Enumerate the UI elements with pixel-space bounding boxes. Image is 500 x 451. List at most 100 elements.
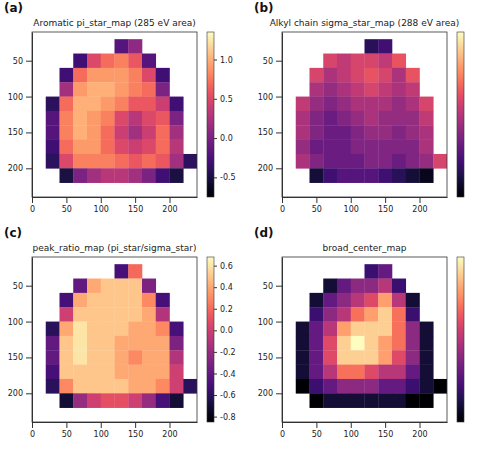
panel: 05010015020050100150200(b)Alkyl chain si… xyxy=(254,1,464,214)
tick-mark xyxy=(276,322,282,323)
cell xyxy=(87,350,101,365)
axis-line xyxy=(282,258,283,423)
tick-label: 50 xyxy=(13,282,23,291)
cell xyxy=(378,39,392,54)
cell xyxy=(73,365,87,380)
tick: 200 xyxy=(8,389,32,398)
cell xyxy=(351,125,365,140)
cell xyxy=(87,293,101,308)
cell xyxy=(115,54,129,69)
cell xyxy=(115,307,129,322)
tick-mark xyxy=(26,286,32,287)
cell xyxy=(406,293,420,308)
cell xyxy=(433,154,447,169)
tick: -0.6 xyxy=(214,391,236,400)
cell xyxy=(351,393,365,408)
cell xyxy=(337,111,351,126)
tick-label: -0.6 xyxy=(220,391,236,400)
tick-label: 0.2 xyxy=(220,305,233,314)
cell xyxy=(406,168,420,183)
cell xyxy=(323,307,337,322)
tick: 100 xyxy=(94,422,109,439)
cell xyxy=(351,82,365,97)
panel-title: Aromatic pi_star_map (285 eV area) xyxy=(33,18,195,28)
cell xyxy=(142,322,156,337)
y-axis: 50100150200 xyxy=(8,258,33,423)
cell xyxy=(365,111,379,126)
tick: 100 xyxy=(344,422,359,439)
tick-label: 0.5 xyxy=(220,95,233,104)
cell xyxy=(296,350,310,365)
tick-label: 150 xyxy=(8,353,23,362)
cell xyxy=(296,365,310,380)
cell xyxy=(128,68,142,83)
cell xyxy=(115,111,129,126)
tick: 50 xyxy=(263,282,282,291)
tick: 200 xyxy=(258,164,282,173)
cell xyxy=(170,140,184,155)
tick-label: 100 xyxy=(8,93,23,102)
tick-label: 0.4 xyxy=(220,283,233,292)
tick-label: 50 xyxy=(263,57,273,66)
cell xyxy=(101,140,115,155)
cell xyxy=(392,97,406,112)
tick-mark xyxy=(26,322,32,323)
cell xyxy=(87,393,101,408)
tick-label: 200 xyxy=(412,430,427,439)
tick-label: 150 xyxy=(258,128,273,137)
cell xyxy=(433,379,447,394)
tick-label: 0 xyxy=(280,430,285,439)
cell xyxy=(296,379,310,394)
cell xyxy=(323,154,337,169)
cell xyxy=(365,39,379,54)
tick-label: 200 xyxy=(8,389,23,398)
cell xyxy=(46,365,60,380)
cell xyxy=(392,111,406,126)
cell xyxy=(142,365,156,380)
cell xyxy=(323,68,337,83)
tick-label: 50 xyxy=(13,57,23,66)
tick: -0.4 xyxy=(214,370,236,379)
tick-mark xyxy=(276,286,282,287)
cell xyxy=(365,154,379,169)
cell xyxy=(73,350,87,365)
tick-mark xyxy=(26,132,32,133)
tick-label: 100 xyxy=(258,93,273,102)
tick: 50 xyxy=(263,57,282,66)
cell xyxy=(351,350,365,365)
cell xyxy=(73,168,87,183)
tick: 50 xyxy=(312,197,322,214)
cell xyxy=(142,379,156,394)
cell xyxy=(420,154,434,169)
cell xyxy=(365,140,379,155)
tick-label: 50 xyxy=(62,205,72,214)
cells xyxy=(296,39,447,183)
tick-label: 0.0 xyxy=(220,326,233,335)
tick-mark xyxy=(66,197,67,203)
cell xyxy=(115,82,129,97)
tick: 150 xyxy=(258,353,282,362)
cell xyxy=(60,293,74,308)
panel: 05010015020050100150200-0.50.00.51.0(a)A… xyxy=(4,1,236,214)
cell xyxy=(183,154,197,169)
cell xyxy=(73,97,87,112)
cell xyxy=(60,365,74,380)
cell xyxy=(310,336,324,351)
cell xyxy=(115,125,129,140)
tick-label: 100 xyxy=(344,430,359,439)
cell xyxy=(392,293,406,308)
tick-mark xyxy=(214,373,217,374)
cell xyxy=(101,68,115,83)
cell xyxy=(73,82,87,97)
cell xyxy=(101,125,115,140)
cell xyxy=(128,393,142,408)
cell xyxy=(128,307,142,322)
cell xyxy=(73,125,87,140)
cell xyxy=(170,379,184,394)
cell xyxy=(420,140,434,155)
tick-mark xyxy=(66,422,67,428)
cell xyxy=(156,140,170,155)
cell xyxy=(170,154,184,169)
cell xyxy=(406,307,420,322)
cell xyxy=(115,68,129,83)
